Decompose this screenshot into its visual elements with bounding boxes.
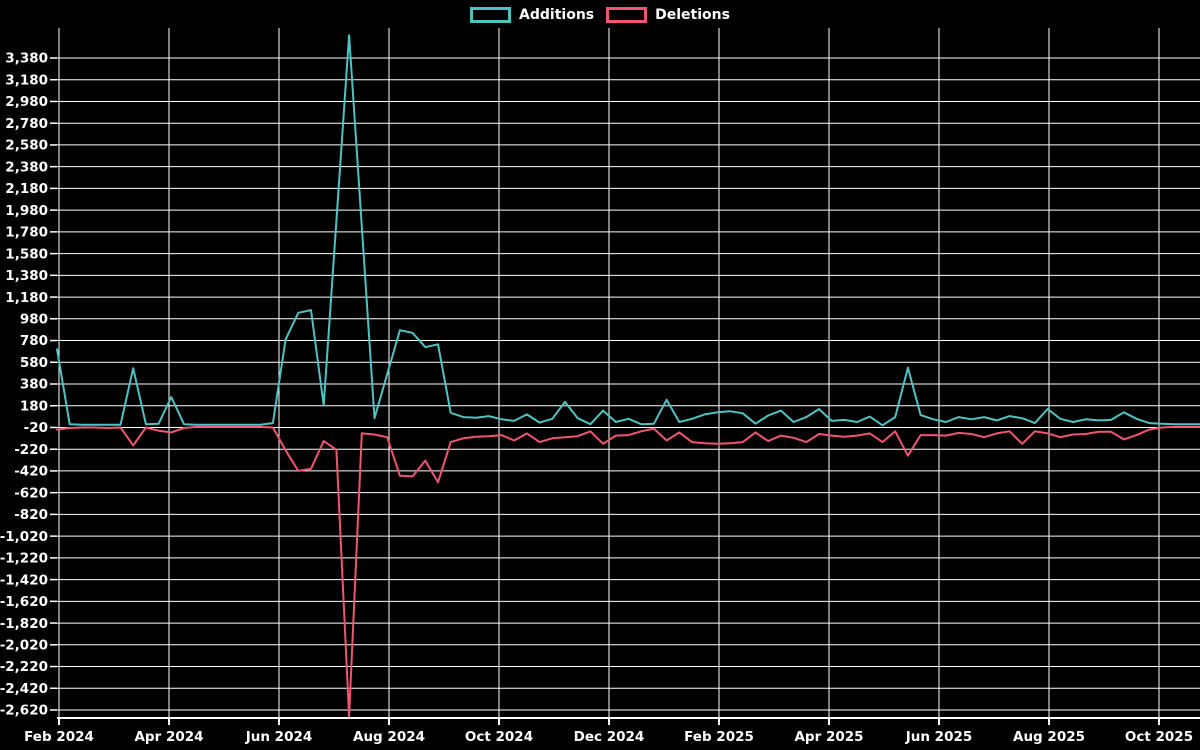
y-axis-tick-label: 1,380 — [5, 268, 48, 284]
y-axis-tick-label: 2,380 — [5, 159, 48, 175]
y-axis-tick-label: 3,180 — [5, 72, 48, 88]
x-axis-tick-label: Oct 2024 — [465, 729, 533, 745]
y-axis-tick-label: -1,620 — [0, 594, 48, 610]
y-axis-tick-label: 580 — [20, 355, 48, 371]
y-axis-tick-label: 1,180 — [5, 290, 48, 306]
y-axis-tick-label: 2,180 — [5, 181, 48, 197]
y-axis-tick-label: -1,820 — [0, 616, 48, 632]
y-axis-tick-label: 780 — [20, 333, 48, 349]
x-axis-tick-label: Feb 2025 — [684, 729, 754, 745]
x-axis-tick-label: Apr 2025 — [794, 729, 863, 745]
y-axis-tick-label: -2,620 — [0, 703, 48, 719]
y-axis-tick-label: -420 — [14, 464, 48, 480]
y-axis-tick-label: 1,980 — [5, 203, 48, 219]
y-axis-tick-label: 1,580 — [5, 246, 48, 262]
x-axis-tick-label: Aug 2025 — [1013, 729, 1085, 745]
legend-item-deletions[interactable]: Deletions — [606, 7, 730, 23]
y-axis-tick-label: -2,220 — [0, 659, 48, 675]
y-axis-tick-label: 2,980 — [5, 94, 48, 110]
y-axis-tick-label: 1,780 — [5, 225, 48, 241]
y-axis-tick-label: 180 — [20, 398, 48, 414]
x-axis-tick-label: Feb 2024 — [24, 729, 94, 745]
y-axis-tick-label: -2,020 — [0, 638, 48, 654]
legend-label-additions: Additions — [519, 7, 595, 23]
legend-label-deletions: Deletions — [655, 7, 730, 23]
y-axis-tick-label: 3,380 — [5, 51, 48, 67]
chart-legend: Additions Deletions — [470, 7, 730, 23]
y-axis-tick-label: 2,780 — [5, 116, 48, 132]
y-axis-tick-label: 980 — [20, 312, 48, 328]
legend-item-additions[interactable]: Additions — [470, 7, 594, 23]
y-axis-tick-label: -820 — [14, 507, 48, 523]
y-axis-tick-label: -2,420 — [0, 681, 48, 697]
y-axis-tick-label: -1,020 — [0, 529, 48, 545]
x-axis-tick-label: Oct 2025 — [1125, 729, 1193, 745]
y-axis-tick-label: -20 — [24, 420, 48, 436]
additions-line — [56, 34, 1200, 427]
y-axis-tick-label: 2,580 — [5, 138, 48, 154]
y-axis-tick-label: 380 — [20, 377, 48, 393]
x-axis-tick-label: Dec 2024 — [574, 729, 645, 745]
x-axis-tick-label: Jun 2024 — [245, 729, 313, 745]
x-axis-tick-label: Jun 2025 — [905, 729, 973, 745]
y-axis-tick-label: -1,220 — [0, 551, 48, 567]
deletions-line — [56, 425, 1200, 718]
y-axis-tick-label: -620 — [14, 485, 48, 501]
y-axis-tick-label: -220 — [14, 442, 48, 458]
deletions-swatch — [606, 7, 648, 23]
x-axis-tick-label: Apr 2024 — [134, 729, 203, 745]
additions-swatch — [470, 7, 512, 23]
y-axis-tick-label: -1,420 — [0, 572, 48, 588]
x-axis-tick-label: Aug 2024 — [353, 729, 425, 745]
